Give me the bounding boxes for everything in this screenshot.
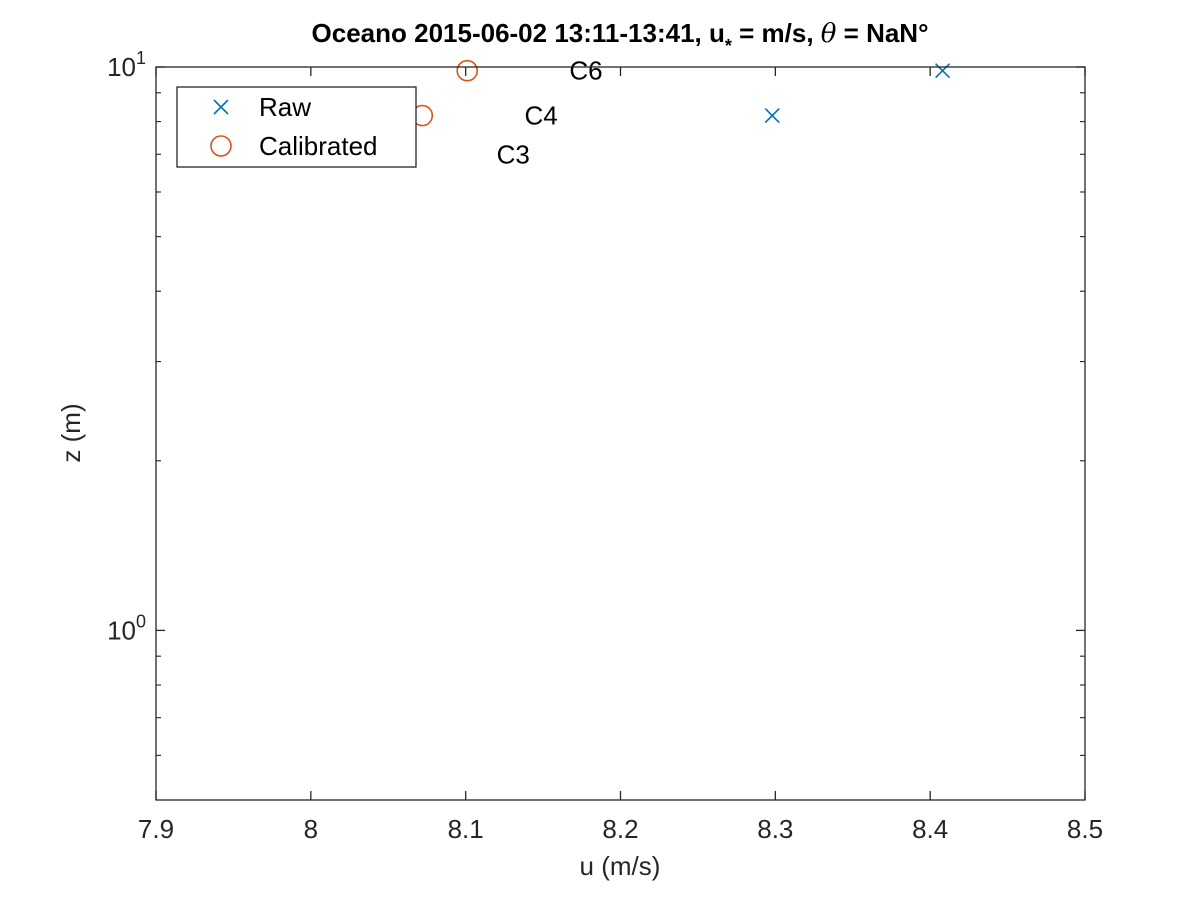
title-prefix: Oceano 2015-06-02 13:11-13:41, u [312, 18, 725, 48]
legend-marker-raw-symbol [213, 99, 229, 115]
point-annotation: C6 [569, 56, 602, 86]
marker-x-stroke [213, 99, 229, 115]
y-tick-label: 101 [107, 48, 146, 82]
y-axis-label: z (m) [56, 403, 86, 462]
y-tick-label: 100 [107, 611, 146, 645]
plot-area [156, 67, 1085, 800]
point-annotation: C3 [497, 140, 530, 170]
title-middle: = m/s, [732, 18, 821, 48]
legend-label-raw: Raw [259, 92, 311, 122]
x-tick-label: 8.3 [757, 814, 793, 844]
axis-ticks [155, 66, 1086, 800]
x-tick-label: 8 [304, 814, 318, 844]
marker-x-stroke [764, 107, 780, 124]
legend[interactable]: Raw Calibrated [176, 86, 417, 168]
title-theta: θ [821, 19, 837, 49]
x-tick-labels: 7.9 8 8.1 8.2 8.3 8.4 8.5 [138, 814, 1103, 844]
marker-x-stroke [934, 63, 951, 79]
chart-title: Oceano 2015-06-02 13:11-13:41, u* = m/s,… [312, 18, 929, 56]
x-axis-label: u (m/s) [580, 851, 661, 881]
y-tick-label-exponent: 1 [136, 48, 146, 68]
x-tick-label: 8.2 [602, 814, 638, 844]
calibrated-point [456, 59, 479, 82]
x-tick-label: 8.1 [448, 814, 484, 844]
title-subscript: * [725, 36, 732, 56]
legend-label-calibrated: Calibrated [259, 131, 378, 161]
plot-frame [155, 66, 1086, 801]
raw-point [934, 63, 951, 79]
legend-marker-calibrated-symbol [210, 135, 232, 157]
title-suffix: = NaN° [836, 18, 928, 48]
x-tick-label: 8.4 [912, 814, 948, 844]
y-tick-label-base: 10 [107, 615, 136, 645]
x-tick-label: 7.9 [138, 814, 174, 844]
legend-marker-calibrated [210, 135, 232, 157]
y-tick-label-base: 10 [107, 52, 136, 82]
point-annotations: C3 C4 C6 [497, 56, 603, 170]
x-tick-label: 8.5 [1067, 814, 1103, 844]
point-annotation: C4 [525, 101, 558, 131]
legend-box [176, 86, 417, 168]
legend-marker-raw [213, 99, 229, 115]
y-tick-label-exponent: 0 [136, 611, 146, 631]
raw-point [764, 107, 780, 124]
